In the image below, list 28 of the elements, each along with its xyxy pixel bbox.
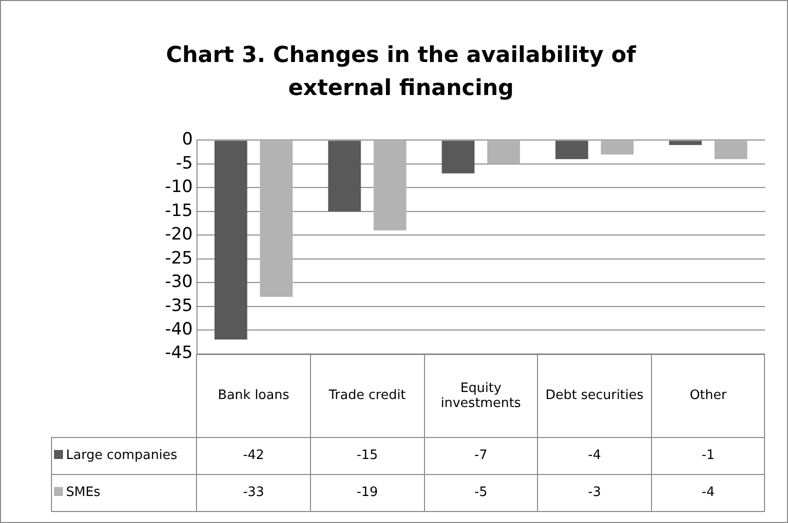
data-label: -42 — [196, 437, 310, 474]
y-tick-label: -30 — [164, 272, 193, 292]
data-label: -7 — [424, 437, 538, 474]
data-label: -19 — [310, 474, 424, 512]
legend-label: Large companies — [52, 437, 197, 474]
x-tick-label: Equity investments — [424, 354, 538, 438]
chart-title: Chart 3. Changes in the availability of external financing — [165, 42, 638, 103]
y-tick-label: -10 — [164, 177, 193, 198]
y-tick-label: 0 — [182, 130, 193, 150]
y-tick-label: -35 — [164, 296, 193, 316]
data-label: -4 — [538, 437, 652, 474]
y-tick-label: -45 — [164, 343, 193, 364]
x-tick-label: Trade credit — [310, 354, 424, 438]
y-tick-label: -40 — [164, 319, 193, 340]
data-label: -33 — [196, 474, 310, 512]
x-tick-label: Bank loans — [196, 354, 310, 438]
data-label: -3 — [538, 474, 652, 512]
x-tick-label: Other — [651, 354, 765, 438]
y-tick-label: -15 — [164, 200, 193, 221]
data-label: -5 — [424, 474, 538, 512]
y-tick-label: -25 — [164, 248, 193, 268]
y-tick-label: -20 — [164, 224, 193, 245]
x-tick-label: Debt securities — [538, 354, 652, 438]
data-label: -1 — [651, 437, 765, 474]
data-label: -15 — [310, 437, 424, 474]
y-tick-label: -5 — [176, 153, 193, 174]
data-label: -4 — [651, 474, 765, 512]
legend-label: SMEs — [52, 474, 197, 512]
